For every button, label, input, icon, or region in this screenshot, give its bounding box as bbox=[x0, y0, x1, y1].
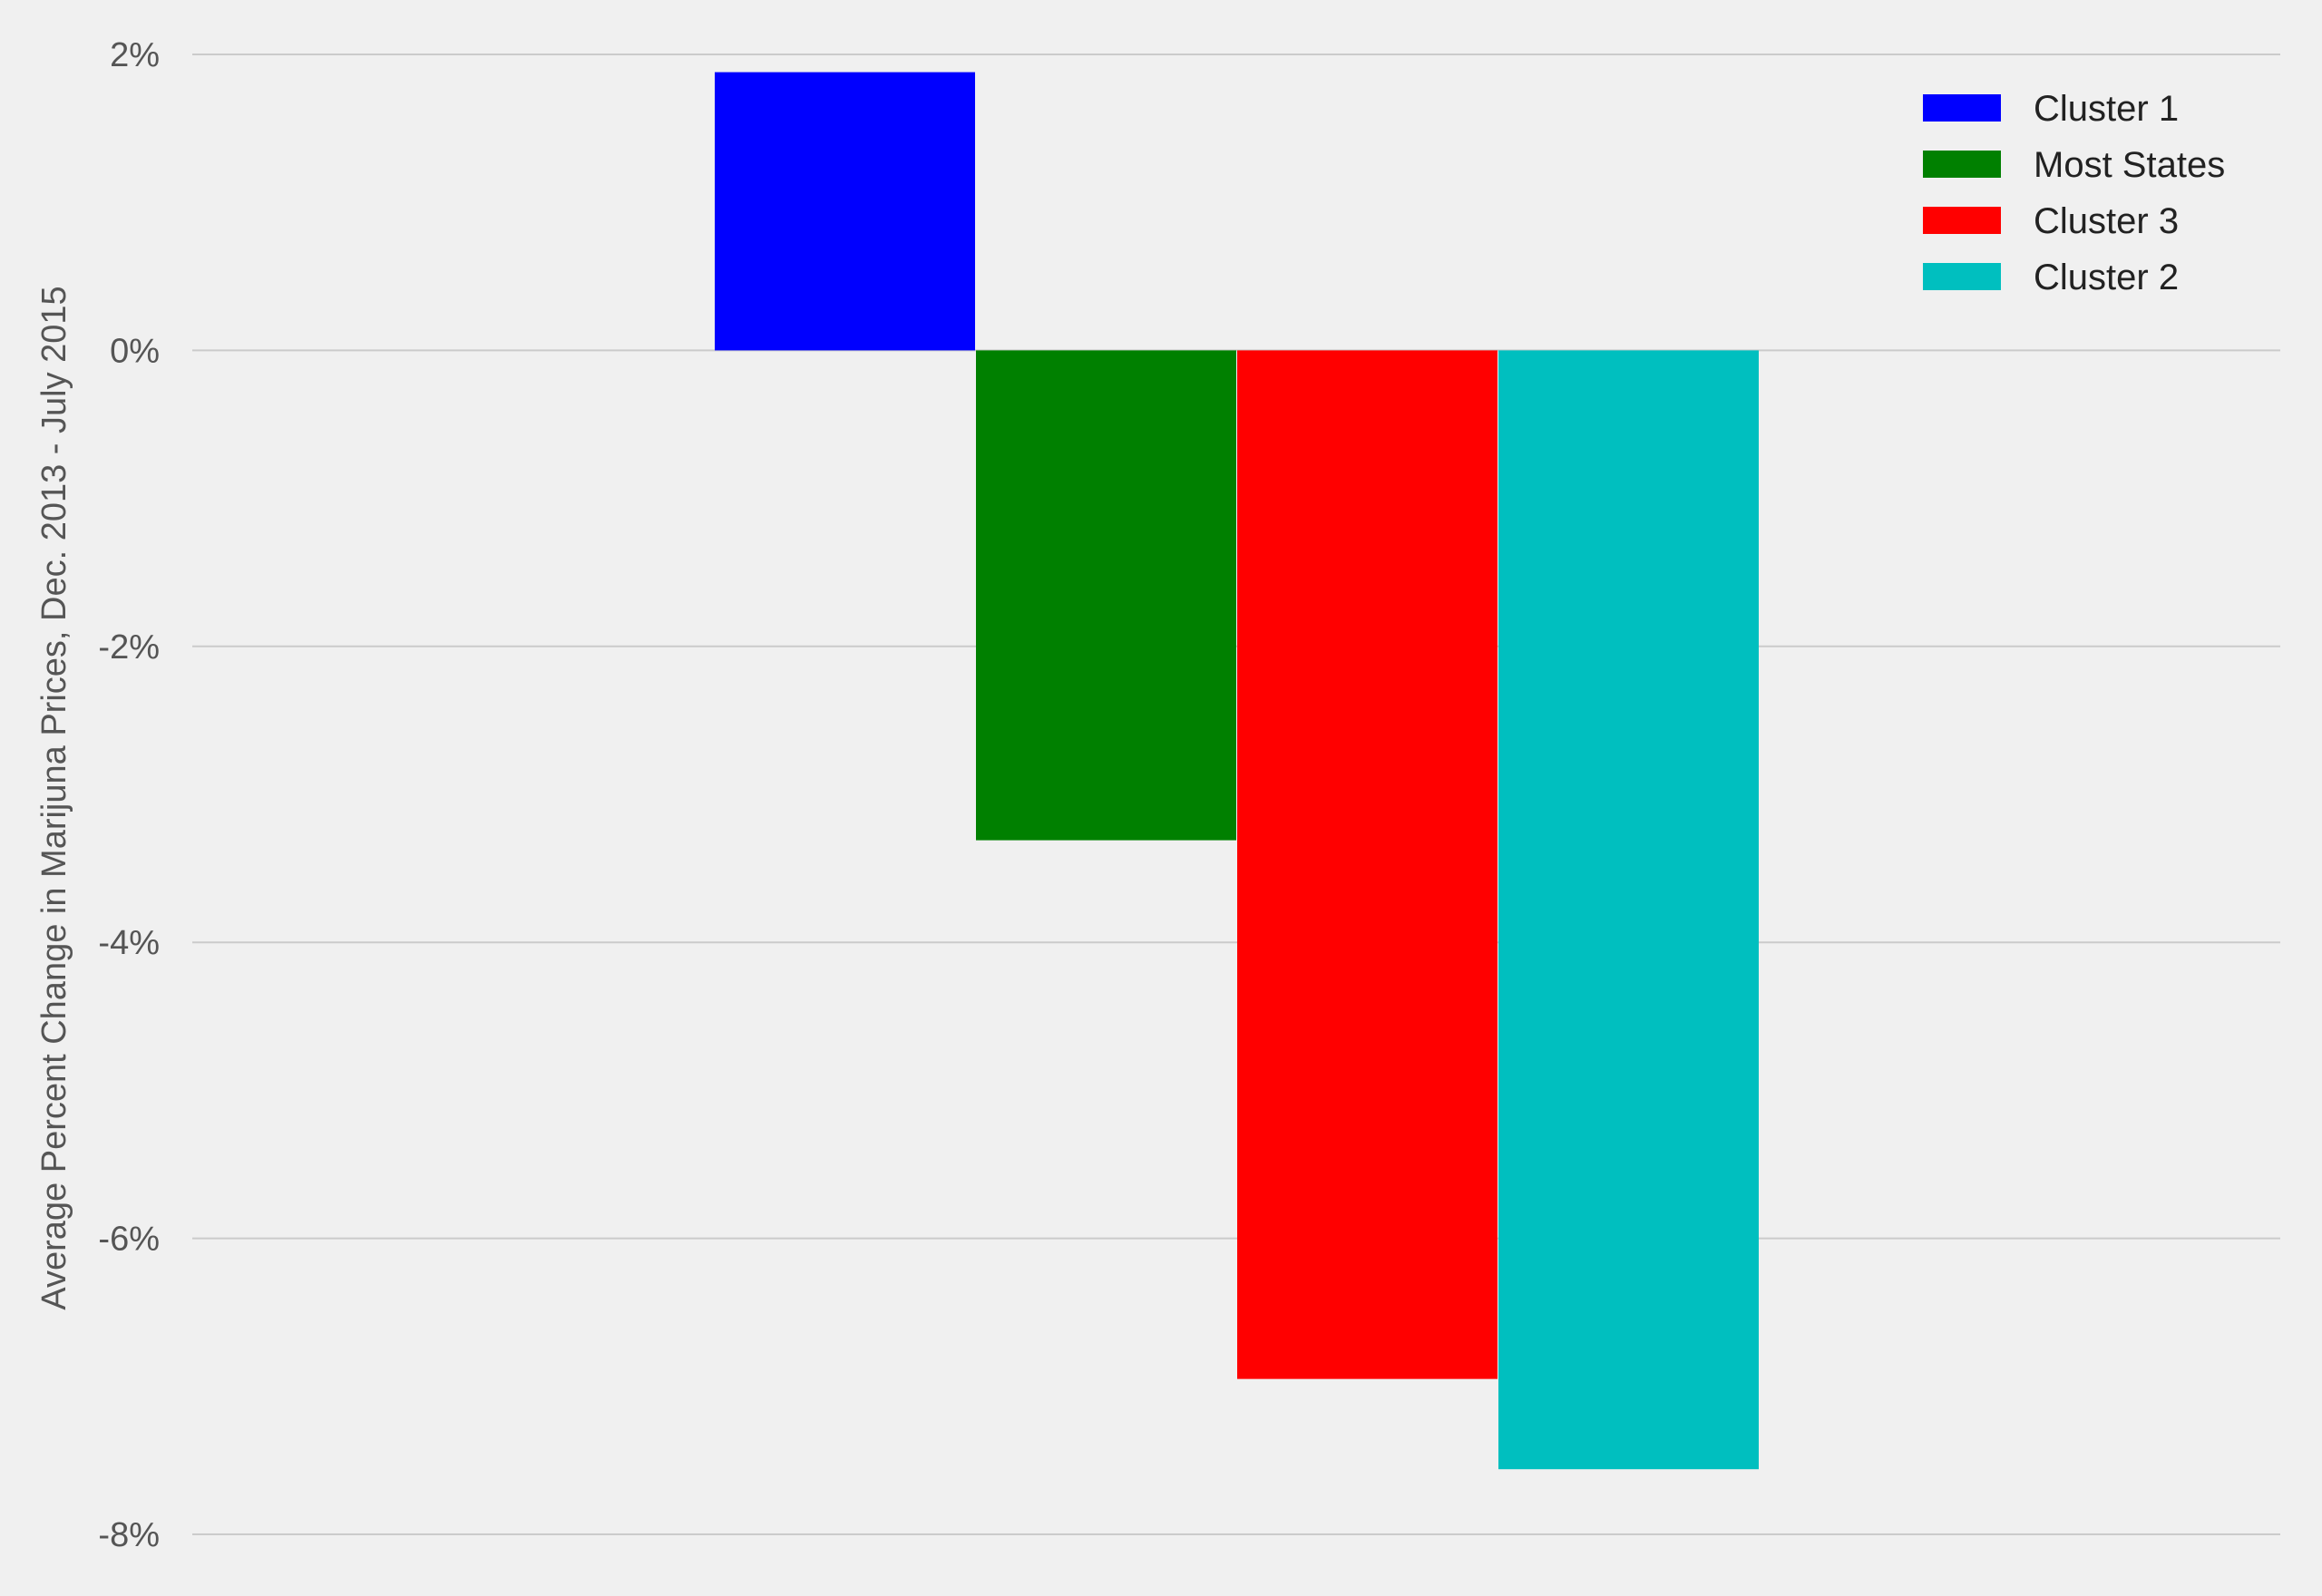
legend-swatch bbox=[1923, 151, 2001, 178]
legend-swatch bbox=[1923, 207, 2001, 234]
y-tick-label: -8% bbox=[98, 1516, 160, 1554]
legend: Cluster 1 Most States Cluster 3 Cluster 2 bbox=[1923, 89, 2225, 297]
bar-cluster-3 bbox=[1237, 350, 1498, 1379]
legend-label: Cluster 3 bbox=[2034, 201, 2179, 241]
y-tick-label: -4% bbox=[98, 924, 160, 962]
y-tick-label: 2% bbox=[110, 36, 160, 74]
bars bbox=[715, 72, 1759, 1470]
legend-swatch bbox=[1923, 94, 2001, 122]
bar-most-states bbox=[976, 350, 1236, 841]
y-axis-ticks: 2% 0% -2% -4% -6% -8% bbox=[98, 36, 160, 1554]
y-tick-label: 0% bbox=[110, 332, 160, 370]
y-tick-label: -2% bbox=[98, 628, 160, 667]
legend-label: Cluster 1 bbox=[2034, 89, 2179, 129]
bar-cluster-2 bbox=[1498, 350, 1759, 1470]
legend-label: Most States bbox=[2034, 145, 2225, 185]
legend-swatch bbox=[1923, 263, 2001, 290]
legend-label: Cluster 2 bbox=[2034, 258, 2179, 297]
bar-cluster-1 bbox=[715, 72, 975, 351]
y-axis-label: Average Percent Change in Marijuna Price… bbox=[35, 286, 73, 1309]
y-tick-label: -6% bbox=[98, 1221, 160, 1259]
